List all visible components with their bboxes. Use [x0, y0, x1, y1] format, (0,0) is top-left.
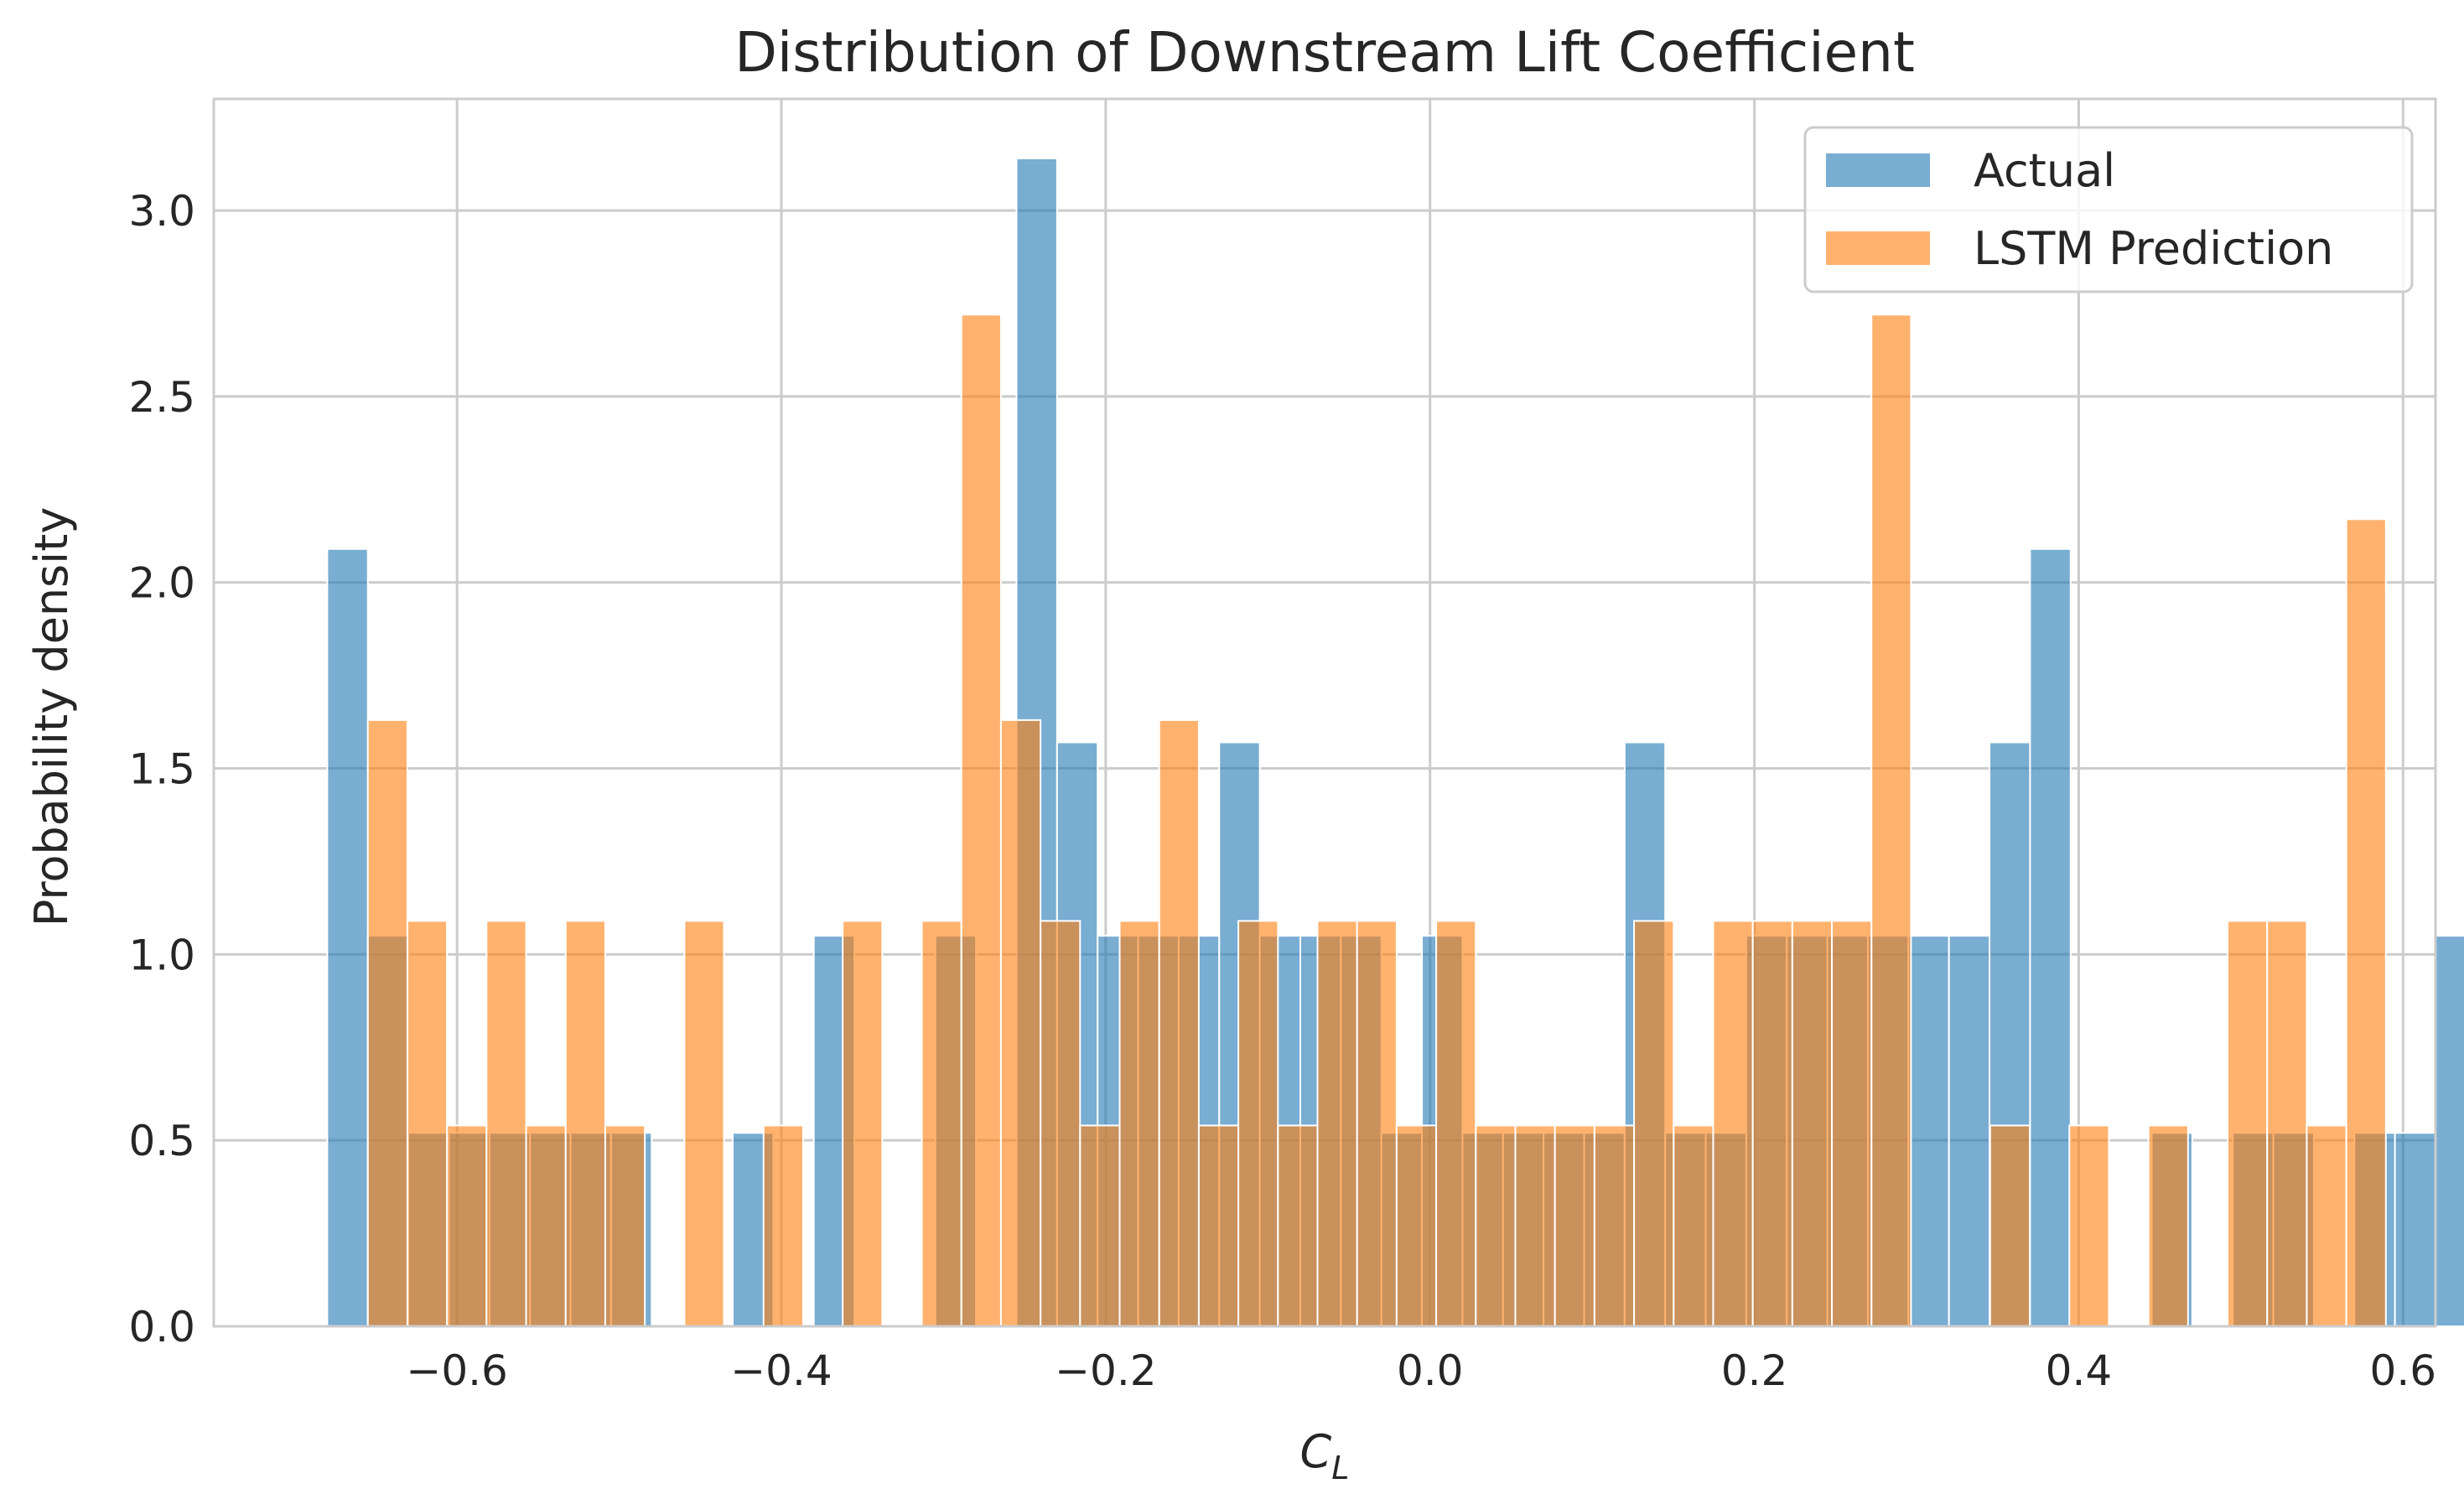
bar-lstm-prediction [1356, 920, 1398, 1328]
x-tick-label: −0.2 [1055, 1346, 1156, 1395]
legend-swatch-actual [1826, 153, 1930, 187]
bar-lstm-prediction [1554, 1124, 1595, 1328]
bar-lstm-prediction [1712, 920, 1754, 1328]
y-tick-label: 1.5 [128, 745, 195, 794]
bar-lstm-prediction [2147, 1124, 2189, 1328]
bar-lstm-prediction [1751, 920, 1793, 1328]
x-tick-label: −0.6 [406, 1346, 507, 1395]
bar-lstm-prediction [1237, 920, 1279, 1328]
bar-lstm-prediction [1870, 314, 1912, 1327]
bar-lstm-prediction [1593, 1124, 1636, 1328]
bar-actual [1907, 935, 1950, 1327]
y-tick-label: 1.0 [128, 931, 195, 979]
x-tick-label: 0.0 [1397, 1346, 1464, 1395]
x-axis-label: CL [1300, 1425, 1350, 1486]
bar-lstm-prediction [1791, 920, 1834, 1328]
bar-lstm-prediction [366, 718, 408, 1327]
bar-lstm-prediction [1316, 920, 1358, 1328]
legend: Actual LSTM Prediction [1803, 126, 2414, 293]
bar-lstm-prediction [1158, 718, 1200, 1327]
bar-lstm-prediction [1079, 1124, 1121, 1328]
bars-layer [326, 157, 2464, 1328]
x-axis-label-main: C [1300, 1425, 1332, 1478]
x-tick-label: 0.6 [2370, 1346, 2437, 1395]
chart-title: Distribution of Downstream Lift Coeffici… [734, 20, 1915, 85]
bar-lstm-prediction [999, 718, 1042, 1327]
bar-lstm-prediction [1673, 1124, 1714, 1328]
y-tick-label: 2.5 [128, 373, 195, 422]
y-tick-label: 0.0 [128, 1303, 195, 1351]
x-tick-label: 0.2 [1721, 1346, 1788, 1395]
tick-labels: −0.6 −0.4 −0.2 0.0 0.2 0.4 0.6 0.0 0.5 1.0 1.5 2.0 2… [128, 187, 2436, 1395]
bar-lstm-prediction [960, 314, 1002, 1327]
x-axis-label-subscript: L [1331, 1450, 1349, 1486]
bar-lstm-prediction [842, 920, 884, 1328]
bar-lstm-prediction [762, 1124, 804, 1328]
x-tick-label: 0.4 [2046, 1346, 2113, 1395]
bar-lstm-prediction [1989, 1124, 2031, 1328]
bar-lstm-prediction [921, 920, 962, 1328]
bar-lstm-prediction [446, 1124, 488, 1328]
bar-lstm-prediction [564, 920, 606, 1328]
bar-lstm-prediction [604, 1124, 646, 1328]
bar-lstm-prediction [1118, 920, 1160, 1328]
bar-actual [2435, 935, 2464, 1327]
y-tick-label: 2.0 [128, 559, 195, 608]
bar-lstm-prediction [2068, 1124, 2110, 1328]
bar-lstm-prediction [1475, 1124, 1517, 1328]
bar-actual [326, 547, 369, 1327]
legend-label-actual: Actual [1974, 144, 2115, 197]
bar-lstm-prediction [406, 920, 449, 1328]
bar-actual [2394, 1132, 2436, 1327]
bar-actual [1948, 935, 1991, 1327]
bar-lstm-prediction [1435, 920, 1477, 1328]
plot-frame [212, 97, 2437, 1328]
bar-lstm-prediction [683, 920, 725, 1328]
bar-lstm-prediction [1197, 1124, 1240, 1328]
bar-lstm-prediction [2227, 920, 2269, 1328]
axes-frame [212, 97, 2437, 1328]
bar-actual [2029, 547, 2072, 1327]
bar-lstm-prediction [485, 920, 527, 1328]
bar-lstm-prediction [2345, 518, 2387, 1327]
bar-lstm-prediction [525, 1124, 567, 1328]
bar-lstm-prediction [1395, 1124, 1438, 1328]
y-tick-label: 0.5 [128, 1117, 195, 1165]
bar-lstm-prediction [1514, 1124, 1556, 1328]
bar-lstm-prediction [2266, 920, 2308, 1328]
y-axis-label: Probability density [25, 507, 78, 927]
bar-lstm-prediction [1040, 920, 1082, 1328]
legend-frame [1803, 126, 2414, 293]
legend-swatch-lstm [1826, 231, 1930, 265]
bar-lstm-prediction [2306, 1124, 2347, 1328]
y-tick-label: 3.0 [128, 187, 195, 236]
bar-lstm-prediction [1831, 920, 1873, 1328]
x-tick-label: −0.4 [730, 1346, 832, 1395]
bar-lstm-prediction [1277, 1124, 1319, 1328]
bar-lstm-prediction [1633, 920, 1675, 1328]
legend-label-lstm: LSTM Prediction [1974, 222, 2333, 275]
